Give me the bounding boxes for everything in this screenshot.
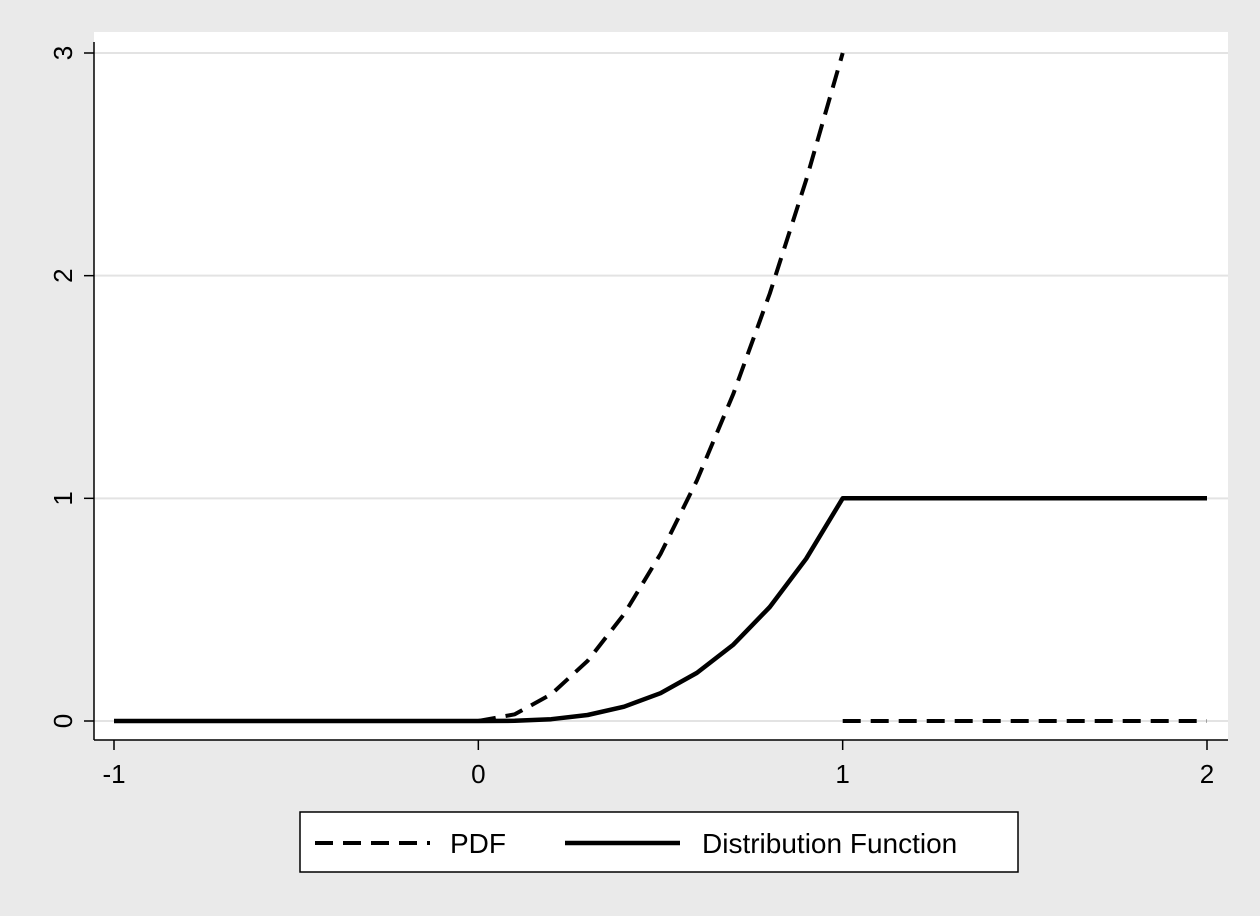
y-tick-label: 2 (48, 268, 78, 282)
y-tick-label: 1 (48, 491, 78, 505)
x-tick-label: 0 (471, 759, 485, 789)
axes: 0 1 2 3 -1 0 1 2 (48, 42, 1228, 789)
legend-label: Distribution Function (702, 828, 957, 859)
legend-label: PDF (450, 828, 506, 859)
y-tick-label: 3 (48, 46, 78, 60)
series-lines (114, 52, 1207, 724)
legend: PDF Distribution Function (299, 811, 1019, 873)
x-tick-label: 1 (835, 759, 849, 789)
x-tick-label: 2 (1200, 759, 1214, 789)
series-distribution-function-line (114, 496, 1207, 724)
plot-area (94, 32, 1228, 740)
y-tick-label: 0 (48, 714, 78, 728)
x-tick-label: -1 (102, 759, 125, 789)
